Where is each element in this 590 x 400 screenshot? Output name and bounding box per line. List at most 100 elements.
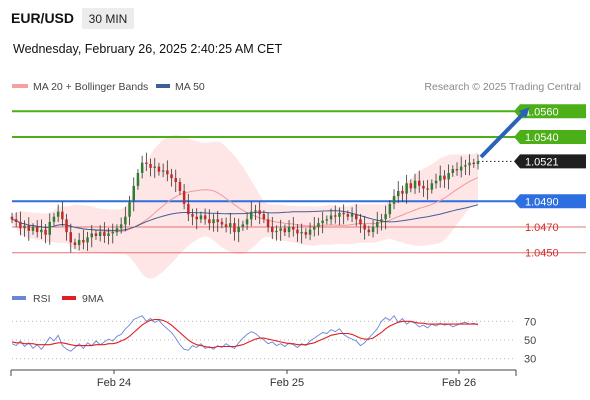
candle-body	[14, 219, 18, 222]
candle-body	[237, 227, 240, 233]
ma50-line	[11, 204, 479, 231]
candle-body	[174, 178, 177, 182]
candle-body	[392, 196, 396, 204]
candle-body	[94, 233, 98, 236]
candle-body	[111, 232, 114, 234]
forecast-arrow	[479, 107, 530, 159]
level-label-1.0470: 1.0470	[525, 222, 559, 234]
candle-body	[250, 211, 253, 220]
candle-body	[220, 221, 224, 225]
symbol-title: EUR/USD	[11, 10, 74, 26]
candle-body	[304, 232, 308, 235]
candle-body	[187, 203, 190, 215]
candle-body	[266, 219, 270, 227]
candle-body	[73, 242, 77, 245]
rsi-tick-50: 50	[524, 335, 536, 347]
candle-body	[405, 183, 408, 194]
candle-body	[27, 225, 30, 231]
candle-body	[107, 233, 110, 236]
candle-body	[166, 170, 169, 175]
rsi-lines	[11, 314, 479, 352]
candle-body	[149, 164, 152, 168]
candle-body	[384, 214, 387, 220]
level-label-1.0450: 1.0450	[525, 248, 559, 260]
level-label-1.0490: 1.0490	[525, 196, 559, 208]
candle-body	[178, 182, 182, 191]
candle-body	[287, 227, 291, 233]
candle-body	[69, 232, 72, 243]
candle-body	[140, 162, 144, 173]
candle-body	[10, 216, 14, 220]
candle-body	[103, 232, 106, 236]
candle-body	[44, 229, 47, 235]
candle-body	[296, 229, 299, 234]
candle-body	[447, 173, 450, 180]
candle-body	[401, 191, 404, 194]
candle-body	[376, 221, 379, 227]
candle-body	[136, 173, 140, 186]
timeframe-badge[interactable]	[82, 8, 134, 29]
candle-body	[313, 227, 316, 230]
candle-body	[65, 219, 68, 233]
rsi-tick-70: 70	[524, 316, 536, 328]
candle-body	[19, 221, 22, 229]
candle-body	[321, 220, 324, 224]
candle-body	[292, 227, 295, 230]
ma50-legend-label: MA 50	[175, 81, 205, 93]
candle-body	[413, 180, 417, 189]
candle-body	[40, 229, 43, 233]
candle-body	[279, 228, 282, 231]
candle-body	[216, 219, 219, 222]
candle-body	[317, 223, 320, 227]
rsi-line	[11, 314, 479, 352]
candle-body	[308, 229, 312, 235]
ma20-legend-label: MA 20 + Bollinger Bands	[33, 81, 148, 93]
candle-body	[271, 227, 274, 233]
candle-body	[161, 170, 165, 172]
candle-body	[153, 166, 156, 168]
candle-body	[468, 162, 471, 166]
candle-body	[418, 180, 421, 186]
candle-body	[355, 214, 358, 220]
candle-body	[434, 180, 438, 184]
candle-body	[472, 162, 475, 164]
candle-body	[191, 214, 194, 217]
candle-body	[145, 162, 148, 164]
candle-body	[342, 212, 345, 215]
level-label-1.0521: 1.0521	[525, 156, 559, 168]
candle-body	[77, 239, 81, 245]
candle-body	[258, 210, 261, 215]
candle-body	[439, 175, 442, 181]
candle-body	[367, 229, 371, 233]
candle-body	[359, 219, 362, 225]
candle-body	[388, 203, 392, 215]
candle-body	[371, 227, 375, 233]
candle-body	[35, 227, 39, 233]
candle-body	[241, 224, 245, 227]
candle-body	[464, 165, 467, 167]
timeframe-label: 30 MIN	[89, 12, 128, 26]
level-label-1.0540: 1.0540	[525, 132, 559, 144]
candle-body	[283, 228, 287, 233]
rsi-legend-label: RSI	[33, 293, 51, 305]
candle-body	[380, 219, 383, 222]
candle-body	[115, 228, 119, 233]
bollinger-bands	[12, 134, 478, 279]
credit-text: Research © 2025 Trading Central	[424, 81, 581, 93]
candle-body	[350, 214, 354, 217]
candle-body	[82, 239, 85, 243]
candle-body	[52, 216, 56, 222]
candle-body	[86, 237, 89, 243]
candle-body	[48, 221, 51, 235]
candle-body	[397, 191, 400, 197]
candle-body	[334, 215, 337, 217]
candle-body	[195, 216, 198, 220]
candle-body	[119, 224, 123, 229]
candle-body	[128, 201, 131, 217]
candle-body	[31, 227, 35, 231]
level-tag-1.0521	[514, 154, 586, 169]
candle-body	[254, 210, 257, 212]
candle-body	[329, 215, 333, 220]
candle-body	[23, 225, 26, 229]
